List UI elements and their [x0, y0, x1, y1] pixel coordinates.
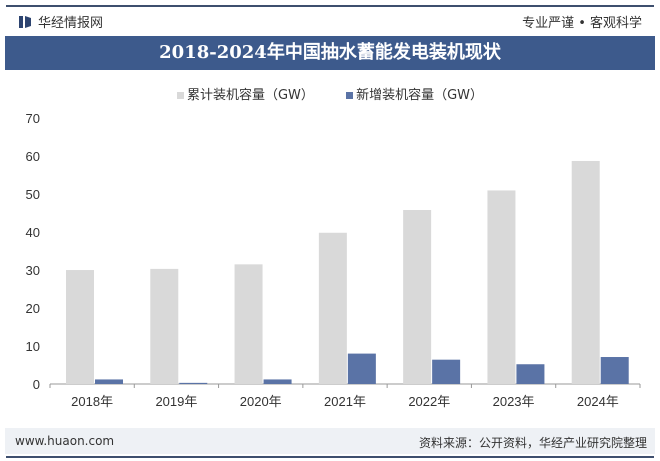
top-divider [6, 5, 654, 7]
bar-cumulative [403, 209, 432, 384]
y-tick-label: 70 [26, 111, 40, 126]
bar-cumulative [150, 268, 179, 384]
bar-new [263, 379, 292, 384]
bottom-divider [6, 456, 654, 458]
x-tick-label: 2020年 [240, 394, 282, 409]
bookmark-logo-icon [19, 15, 31, 28]
x-tick-label: 2021年 [324, 394, 366, 409]
legend-swatch [176, 92, 184, 99]
bar-cumulative [318, 232, 347, 384]
x-tick-label: 2019年 [155, 394, 197, 409]
bar-cumulative [571, 160, 600, 384]
x-tick-label: 2022年 [408, 394, 450, 409]
bar-new [179, 382, 208, 384]
legend-item-cumulative: 累计装机容量（GW） [176, 88, 314, 103]
chart-title: 2018-2024年中国抽水蓄能发电装机现状 [5, 36, 655, 70]
y-tick-label: 10 [26, 339, 40, 354]
x-tick-label: 2023年 [493, 394, 535, 409]
bar-new [95, 379, 123, 384]
y-tick-label: 60 [26, 149, 40, 164]
y-tick-label: 50 [26, 187, 40, 202]
bar-new [600, 357, 629, 384]
y-tick-label: 20 [26, 301, 40, 316]
bar-cumulative [487, 190, 516, 384]
footer-website: www.huaon.com [15, 434, 115, 448]
bar-new [347, 353, 376, 384]
x-tick-label: 2024年 [577, 394, 619, 409]
footer: www.huaon.com 资料来源：公开资料，华经产业研究院整理 [5, 428, 655, 454]
legend-label: 新增装机容量（GW） [356, 88, 483, 103]
slogan: 专业严谨 • 客观科学 [522, 16, 642, 31]
bar-cumulative [66, 270, 94, 384]
brand-name: 华经情报网 [38, 16, 104, 31]
bar-new [432, 359, 461, 384]
y-tick-label: 40 [26, 225, 40, 240]
legend-label: 累计装机容量（GW） [186, 88, 314, 103]
brand: 华经情报网 [18, 12, 103, 31]
legend-item-new: 新增装机容量（GW） [346, 88, 483, 103]
y-tick-label: 30 [26, 263, 40, 278]
bar-new [516, 364, 545, 384]
x-tick-label: 2018年 [71, 394, 113, 409]
y-tick-label: 0 [33, 377, 40, 392]
legend-swatch [346, 92, 354, 99]
footer-source: 资料来源：公开资料，华经产业研究院整理 [418, 436, 647, 450]
legend: 累计装机容量（GW） 新增装机容量（GW） [0, 84, 660, 103]
bar-cumulative [234, 264, 263, 384]
